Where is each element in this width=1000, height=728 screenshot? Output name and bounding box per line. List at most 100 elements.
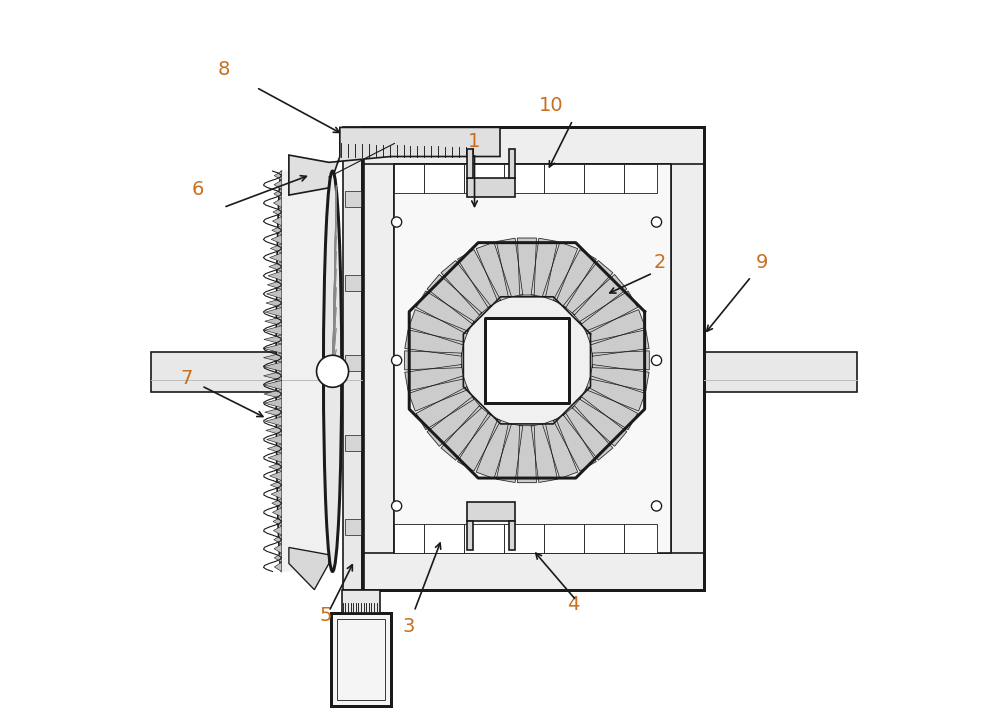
Bar — [467, 502, 515, 521]
Bar — [584, 524, 624, 553]
Polygon shape — [269, 262, 282, 272]
Polygon shape — [531, 424, 557, 483]
Bar — [394, 524, 424, 553]
Polygon shape — [272, 508, 282, 517]
Circle shape — [651, 501, 662, 511]
Text: 2: 2 — [654, 253, 666, 272]
Bar — [362, 127, 704, 590]
Bar — [509, 521, 515, 550]
Polygon shape — [496, 238, 523, 297]
Polygon shape — [269, 462, 282, 472]
Polygon shape — [271, 234, 282, 244]
Polygon shape — [264, 344, 282, 353]
Bar — [362, 127, 704, 164]
Polygon shape — [586, 376, 645, 411]
Polygon shape — [267, 289, 282, 298]
Circle shape — [392, 217, 402, 227]
Polygon shape — [485, 318, 569, 403]
Bar — [544, 164, 584, 193]
Polygon shape — [409, 242, 645, 478]
Polygon shape — [289, 547, 329, 590]
Polygon shape — [590, 365, 649, 391]
Text: 9: 9 — [756, 253, 768, 272]
Polygon shape — [273, 198, 282, 207]
Text: 10: 10 — [539, 96, 563, 115]
Bar — [394, 164, 671, 553]
Polygon shape — [270, 480, 282, 489]
Polygon shape — [265, 408, 282, 416]
Polygon shape — [405, 330, 464, 356]
Circle shape — [392, 501, 402, 511]
Polygon shape — [270, 244, 282, 253]
Polygon shape — [458, 414, 501, 471]
Bar — [343, 127, 364, 590]
Polygon shape — [441, 261, 491, 315]
Polygon shape — [531, 238, 557, 297]
Polygon shape — [274, 545, 282, 553]
Polygon shape — [563, 261, 613, 315]
Polygon shape — [263, 363, 282, 371]
Bar — [331, 613, 391, 706]
Polygon shape — [264, 380, 282, 389]
Polygon shape — [405, 351, 462, 370]
Polygon shape — [265, 308, 282, 317]
Polygon shape — [441, 405, 491, 460]
Bar — [151, 352, 362, 392]
Polygon shape — [476, 242, 511, 301]
Polygon shape — [274, 189, 282, 198]
Polygon shape — [553, 414, 596, 471]
Polygon shape — [274, 553, 282, 562]
Bar — [464, 524, 504, 553]
Polygon shape — [553, 250, 596, 307]
Polygon shape — [590, 330, 649, 356]
Ellipse shape — [276, 171, 287, 571]
Bar — [424, 164, 464, 193]
Polygon shape — [264, 398, 282, 408]
Polygon shape — [263, 371, 282, 380]
Bar — [467, 149, 473, 178]
Polygon shape — [563, 405, 613, 460]
Polygon shape — [273, 526, 282, 535]
Bar — [467, 521, 473, 550]
Polygon shape — [271, 489, 282, 499]
Bar — [671, 127, 704, 590]
Polygon shape — [270, 472, 282, 480]
Bar — [345, 435, 361, 451]
Polygon shape — [517, 426, 536, 483]
Polygon shape — [282, 171, 333, 571]
Polygon shape — [580, 291, 638, 334]
Bar — [345, 191, 361, 207]
Bar — [424, 524, 464, 553]
Polygon shape — [263, 353, 282, 363]
Text: 7: 7 — [181, 369, 193, 388]
Bar — [464, 164, 504, 193]
Bar — [584, 164, 624, 193]
Polygon shape — [572, 274, 627, 324]
Text: 3: 3 — [403, 617, 415, 636]
Polygon shape — [427, 274, 482, 324]
Bar — [394, 164, 424, 193]
Polygon shape — [542, 242, 578, 301]
Circle shape — [651, 355, 662, 365]
Polygon shape — [267, 444, 282, 453]
Polygon shape — [586, 309, 645, 345]
Polygon shape — [273, 207, 282, 216]
Polygon shape — [274, 562, 282, 571]
Polygon shape — [272, 226, 282, 234]
Circle shape — [317, 355, 349, 387]
Polygon shape — [405, 365, 464, 391]
Polygon shape — [264, 326, 282, 335]
Circle shape — [392, 355, 402, 365]
Polygon shape — [496, 424, 523, 483]
Circle shape — [651, 217, 662, 227]
Polygon shape — [572, 397, 627, 446]
Text: 4: 4 — [567, 595, 579, 614]
Bar — [345, 519, 361, 535]
Bar — [504, 524, 544, 553]
Text: 8: 8 — [217, 60, 230, 79]
Polygon shape — [580, 387, 638, 430]
Bar — [362, 553, 704, 590]
Bar — [362, 127, 394, 590]
Bar — [624, 524, 657, 553]
Polygon shape — [409, 376, 468, 411]
